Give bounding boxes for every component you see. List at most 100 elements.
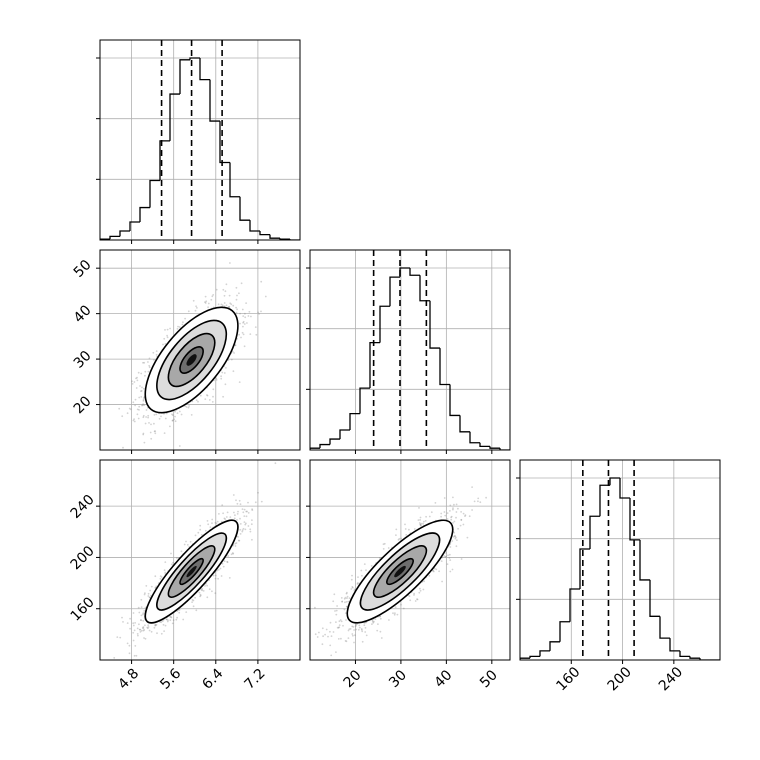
panel-2-1-point [394,612,396,615]
panel-2-1-point [453,503,455,506]
hist-1-bin-4 [349,412,360,430]
panel-2-0-point [250,523,253,526]
panel-1-0-point [135,387,138,389]
panel-2-1-point [395,528,398,531]
hist-2-bin-15 [669,638,680,652]
panel-1-0-point [254,326,257,328]
panel-1-0-point [135,377,137,380]
hist-0-bin-4 [139,206,150,222]
panel-2-1-point [425,515,427,518]
panel-1-0-point [212,294,215,296]
panel-2-0-point [159,577,162,580]
panel-1-0-point [243,345,246,348]
panel-1-0-point [128,407,131,410]
panel-2-1-point [358,624,361,627]
panel-2-0-point [164,561,167,563]
panel-2-0-point [164,624,167,627]
panel-2-1-point [452,536,455,538]
hist-1-bin-2 [329,438,340,445]
panel-2-1-point [454,535,456,538]
panel-1-0-point [247,315,250,317]
panel-2-1-point [345,601,348,603]
panel-2-1-point [350,588,353,590]
panel-1-0-point [187,406,190,409]
panel-1-0-point [154,430,157,432]
panel-2-0-point [191,601,194,603]
panel-2-0-point [219,567,222,570]
panel-1-0-point [204,398,207,400]
panel-1-0-point [224,290,227,293]
panel-1-0-point [232,304,235,307]
panel-2-0-point [178,608,181,611]
panel-2-0-point [232,552,235,555]
panel-1-0-point [164,329,166,331]
panel-2-0-point [194,596,197,599]
panel-2-0-point [169,619,172,622]
panel-2-0-point [211,590,213,593]
panel-2-1-point [345,619,347,621]
panel-2-0-point [206,584,209,587]
panel-2-0-point [191,599,194,601]
panel-1-0-point [150,423,152,426]
panel-2-0-point [195,609,198,612]
panel-2-0-point [175,618,178,621]
panel-1-0-point [260,280,263,283]
hist-2-bin-18 [699,658,710,660]
panel-2-0-point [149,589,152,592]
panel-2-0-point [139,631,142,633]
hist-0-bin-0 [100,238,110,240]
panel-2-0-point [140,614,143,617]
panel-2-1-point [321,643,324,646]
panel-2-0-point [128,644,131,647]
panel-2-0-point [165,618,168,621]
panel-2-0-point [169,615,172,618]
panel-2-0-point [180,550,183,553]
panel-2-1-point [446,512,449,514]
panel-2-0-point [144,624,146,627]
panel-1-0-point [174,420,177,423]
panel-2-0-content [113,462,277,660]
panel-1-0-point [223,302,226,304]
hist-1-bin-14 [449,384,460,417]
panel-1-0-point [234,344,237,347]
panel-1-0-point [133,381,136,383]
panel-2-0-point [235,499,237,502]
hist-0-bin-8 [179,59,190,95]
panel-2-0-point [236,519,238,521]
panel-2-1-point [322,635,324,638]
panel-2-0-point [194,534,197,537]
hist-1-bin-17 [479,442,490,448]
panel-1-0-point [132,419,135,422]
panel-2-0-point [251,538,253,541]
panel-1-0-point [231,350,234,353]
panel-1-0-point [158,417,161,420]
panel-2-0-point [170,552,172,555]
panel-1-0-point [131,380,133,383]
panel-1-0-point [248,310,251,313]
panel-2-1-point [344,612,347,614]
hist-1-bin-19 [499,448,510,450]
hist-1-bin-13 [439,348,450,386]
panel-2-1-point [448,557,451,559]
panel-2-1-point [383,542,386,545]
panel-1-0-point [223,372,226,374]
panel-1-0-peak [186,354,197,366]
panel-1-0-point [260,310,262,313]
panel-1-0-point [136,408,139,411]
panel-1-0-point [144,370,147,373]
panel-2-1-point [452,522,454,524]
panel-1-0-point [153,359,155,361]
panel-1-0-point [155,413,158,416]
panel-2-0-point [185,611,188,613]
panel-1-0-point [142,361,144,364]
panel-1-0-point [171,419,174,422]
panel-2-0-point [154,623,157,626]
panel-1-0-point [206,394,208,396]
panel-1-0-point [244,312,246,315]
panel-2-1-point [388,619,390,621]
hist-0-bin-3 [129,221,140,231]
panel-2-1-point [422,522,424,525]
hist-0-bin-15 [249,220,260,232]
panel-2-1-point [382,543,385,546]
panel-frame-1-1 [309,249,511,451]
